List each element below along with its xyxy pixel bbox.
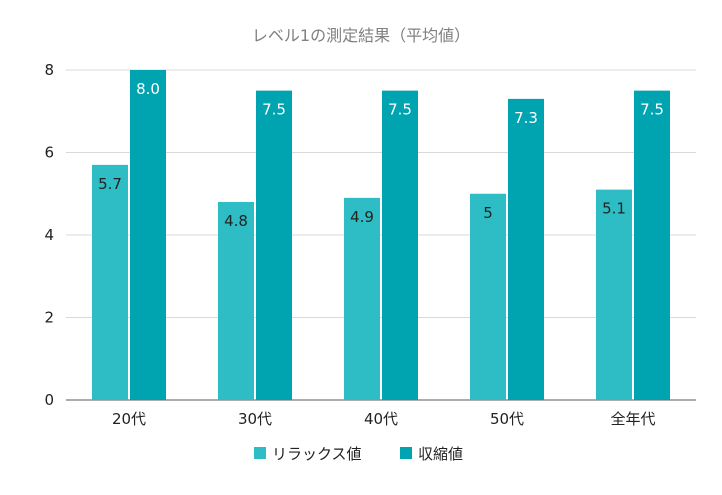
chart-title: レベル1の測定結果（平均値） xyxy=(252,26,470,45)
x-tick-label: 全年代 xyxy=(610,410,655,428)
y-axis-ticks: 0 2 4 6 8 xyxy=(44,61,54,409)
x-tick-label: 20代 xyxy=(112,410,146,428)
data-label: 7.3 xyxy=(514,109,538,127)
bars xyxy=(92,70,670,400)
x-tick-label: 40代 xyxy=(364,410,398,428)
legend-swatch xyxy=(254,447,266,459)
data-label: 7.5 xyxy=(262,101,286,119)
bar-contract-2 xyxy=(256,90,292,400)
bar-relax-2 xyxy=(218,202,254,400)
bar-relax-1 xyxy=(92,164,128,400)
legend-label: リラックス値 xyxy=(272,445,362,463)
bar-relax-5 xyxy=(596,189,632,400)
data-label: 7.5 xyxy=(388,101,412,119)
y-tick-label: 8 xyxy=(44,61,54,79)
x-tick-label: 50代 xyxy=(490,410,524,428)
x-tick-label: 30代 xyxy=(238,410,272,428)
y-tick-label: 4 xyxy=(44,226,54,244)
bar-contract-5 xyxy=(634,90,670,400)
bar-relax-4 xyxy=(470,193,506,400)
data-label: 5.7 xyxy=(98,175,122,193)
data-label: 7.5 xyxy=(640,101,664,119)
y-tick-label: 2 xyxy=(44,309,54,327)
gridlines xyxy=(66,69,696,401)
bar-contract-1 xyxy=(130,70,166,400)
legend-item[interactable]: 収縮値 xyxy=(400,445,463,463)
legend[interactable]: リラックス値 収縮値 xyxy=(254,445,463,463)
x-axis-ticks: 20代 30代 40代 50代 全年代 xyxy=(112,410,656,428)
data-labels: 5.7 8.0 4.8 7.5 4.9 7.5 5 7.3 5.1 7.5 xyxy=(98,80,664,230)
data-label: 5.1 xyxy=(602,200,626,218)
bar-relax-3 xyxy=(344,197,380,400)
y-tick-label: 6 xyxy=(44,144,54,162)
data-label: 4.8 xyxy=(224,212,248,230)
legend-label: 収縮値 xyxy=(418,445,463,463)
bar-contract-3 xyxy=(382,90,418,400)
data-label: 4.9 xyxy=(350,208,374,226)
data-label: 5 xyxy=(483,204,493,222)
bar-contract-4 xyxy=(508,98,544,400)
y-tick-label: 0 xyxy=(44,391,54,409)
data-label: 8.0 xyxy=(136,80,160,98)
legend-swatch xyxy=(400,447,412,459)
legend-item[interactable]: リラックス値 xyxy=(254,445,362,463)
